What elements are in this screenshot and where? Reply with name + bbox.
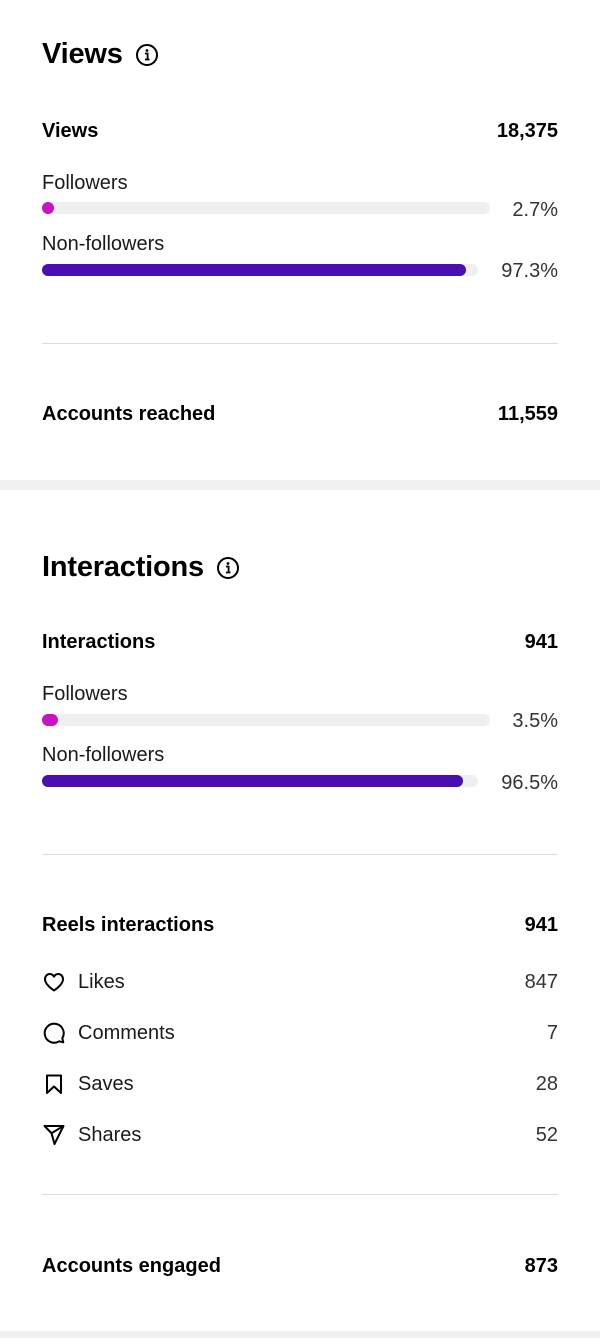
saves-value: 28	[535, 1073, 558, 1095]
interactions-total-value: 941	[524, 631, 558, 653]
interactions-non-followers-bar	[42, 775, 478, 787]
reels-interactions-row: Reels interactions 941	[42, 915, 558, 935]
divider	[42, 1194, 558, 1195]
shares-label: Shares	[78, 1124, 142, 1146]
views-followers-label: Followers	[42, 172, 128, 194]
views-non-followers-bar	[42, 264, 478, 276]
interactions-card: Interactions Interactions 941 Followers …	[0, 490, 600, 1331]
bookmark-icon	[42, 1072, 66, 1096]
interactions-section-title: Interactions	[42, 553, 240, 582]
views-followers-bar-fill	[42, 202, 55, 214]
views-title-text: Views	[42, 38, 123, 70]
comments-row: Comments 7	[42, 1021, 558, 1045]
accounts-reached-label: Accounts reached	[42, 403, 216, 425]
accounts-reached-row: Accounts reached 11,559	[42, 404, 558, 424]
views-followers-pct: 2.7%	[512, 199, 558, 221]
divider	[42, 343, 558, 344]
info-icon[interactable]	[135, 43, 159, 67]
divider	[42, 854, 558, 855]
accounts-reached-value: 11,559	[497, 403, 558, 425]
heart-icon	[42, 970, 66, 994]
likes-value: 847	[524, 971, 558, 993]
share-icon	[42, 1123, 66, 1147]
interactions-non-followers-bar-fill	[42, 775, 463, 787]
accounts-engaged-value: 873	[524, 1255, 558, 1277]
saves-label: Saves	[78, 1073, 134, 1095]
shares-row: Shares 52	[42, 1123, 558, 1147]
accounts-engaged-label: Accounts engaged	[42, 1255, 221, 1277]
comments-label: Comments	[78, 1022, 175, 1044]
views-total-value: 18,375	[496, 120, 558, 142]
interactions-followers-bar-fill	[42, 714, 58, 726]
interactions-total-label: Interactions	[42, 631, 156, 653]
reels-interactions-label: Reels interactions	[42, 914, 215, 936]
interactions-followers-bar	[42, 714, 490, 726]
views-card: Views Views 18,375 Followers 2.7% Non-fo…	[0, 0, 600, 480]
likes-row: Likes 847	[42, 970, 558, 994]
interactions-followers-label: Followers	[42, 683, 128, 705]
views-total-label: Views	[42, 120, 99, 142]
saves-row: Saves 28	[42, 1072, 558, 1096]
views-non-followers-pct: 97.3%	[501, 260, 558, 282]
comments-value: 7	[546, 1022, 558, 1044]
interactions-total-row: Interactions 941	[42, 632, 558, 652]
views-section-title: Views	[42, 40, 159, 69]
interactions-non-followers-label: Non-followers	[42, 744, 165, 766]
likes-label: Likes	[78, 971, 125, 993]
reels-interactions-value: 941	[524, 914, 558, 936]
accounts-engaged-row: Accounts engaged 873	[42, 1256, 558, 1276]
shares-value: 52	[535, 1124, 558, 1146]
views-non-followers-label: Non-followers	[42, 233, 165, 255]
interactions-followers-pct: 3.5%	[512, 710, 558, 732]
views-non-followers-bar-fill	[42, 264, 467, 276]
interactions-non-followers-pct: 96.5%	[501, 772, 558, 794]
interactions-title-text: Interactions	[42, 551, 204, 583]
views-followers-bar	[42, 202, 490, 214]
views-total-row: Views 18,375	[42, 121, 558, 141]
comment-icon	[42, 1021, 66, 1045]
info-icon[interactable]	[216, 556, 240, 580]
